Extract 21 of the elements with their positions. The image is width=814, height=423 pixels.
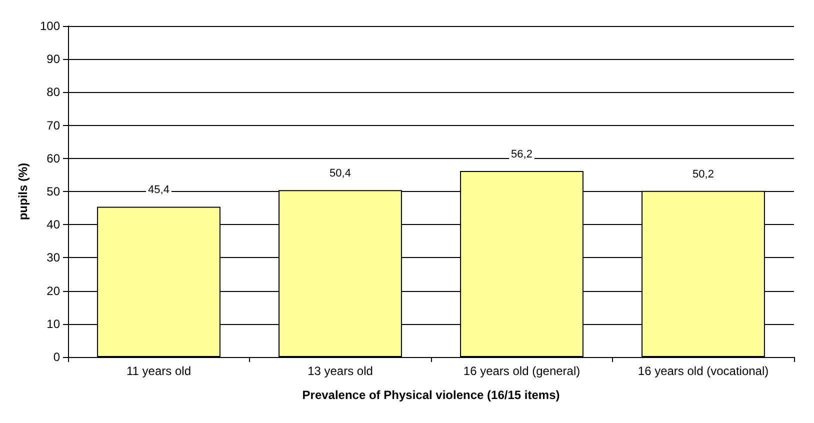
y-axis-title: pupils (%) — [16, 162, 30, 220]
data-label: 50,2 — [692, 168, 714, 180]
x-tick-label: 13 years old — [308, 364, 373, 378]
data-label: 45,4 — [148, 184, 170, 196]
x-tick-label: 16 years old (vocational) — [638, 364, 769, 378]
x-axis-title: Prevalence of Physical violence (16/15 items) — [302, 388, 560, 402]
x-tick-label: 11 years old — [126, 364, 191, 378]
y-tick-label: 40 — [46, 218, 60, 232]
y-tick-label: 30 — [46, 250, 60, 265]
data-label: 50,4 — [330, 168, 351, 180]
y-tick-label: 70 — [46, 118, 60, 132]
x-tick-label: 16 years old (general) — [463, 364, 580, 378]
y-tick-label: 10 — [46, 316, 60, 331]
y-tick-label: 90 — [46, 52, 60, 66]
y-tick-label: 50 — [46, 184, 60, 198]
y-tick-label: 100 — [40, 19, 60, 33]
y-tick-label: 60 — [46, 151, 60, 166]
y-tick-label: 20 — [46, 284, 60, 298]
y-tick-label: 0 — [53, 350, 60, 364]
data-label: 56,2 — [511, 148, 532, 160]
y-tick-label: 80 — [46, 85, 60, 100]
